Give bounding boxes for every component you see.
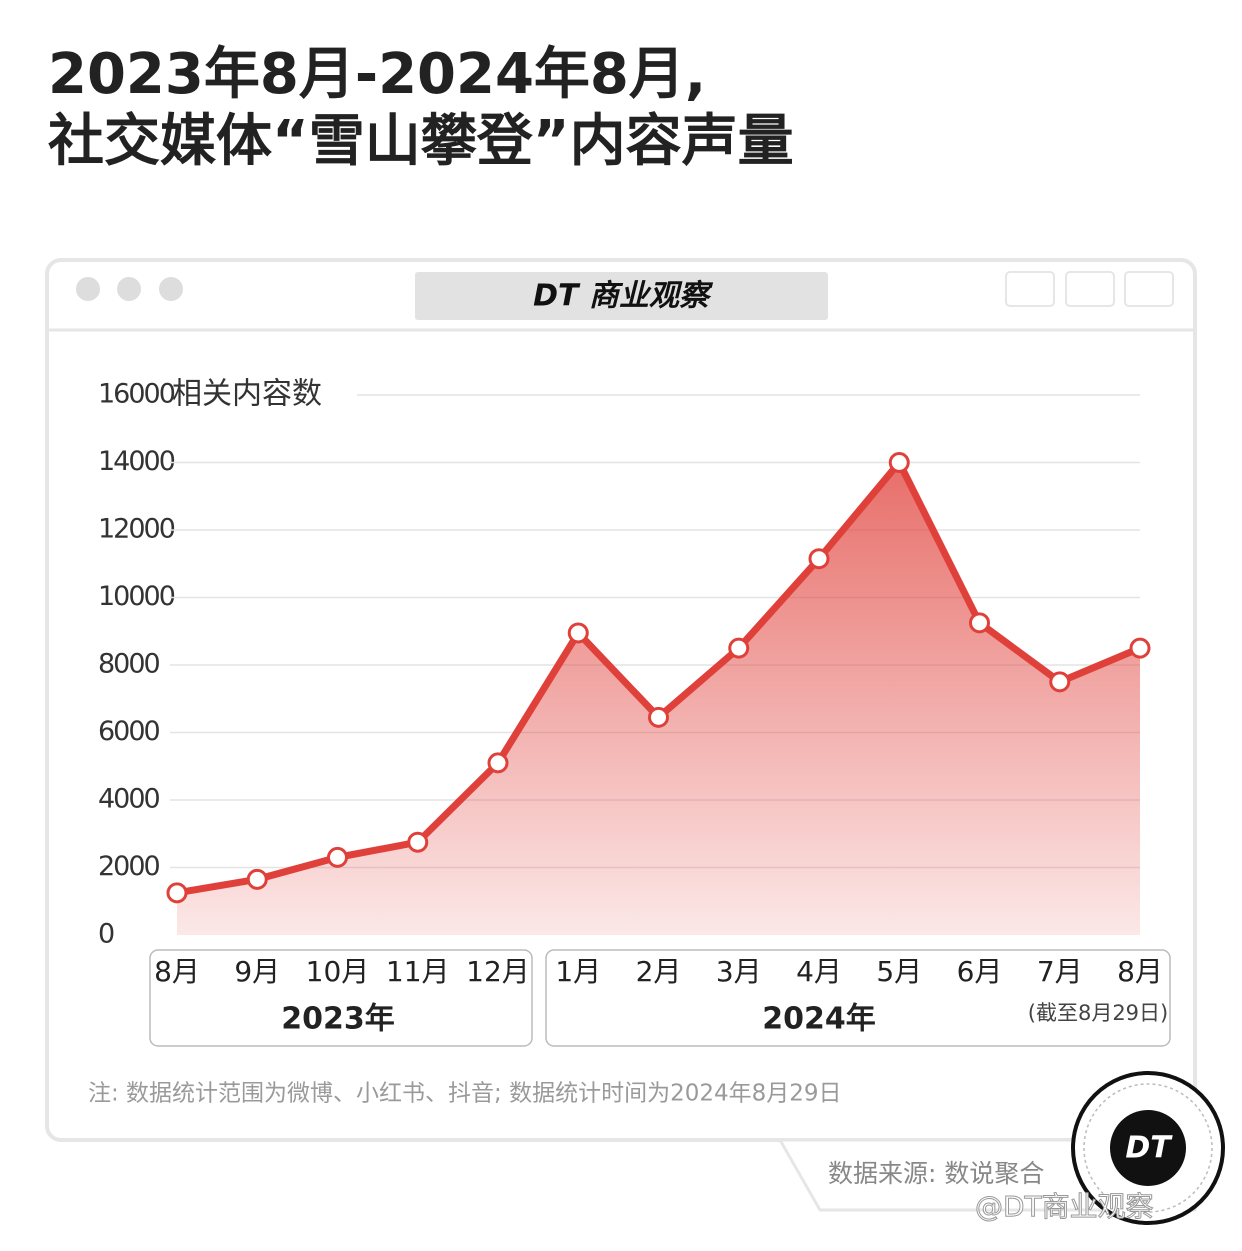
logo-ring <box>1083 1083 1213 1213</box>
marker <box>648 706 669 728</box>
title-line: 社交媒体“雪山攀登”内容声量 <box>48 109 794 174</box>
marker <box>487 752 509 774</box>
window-icon <box>1065 271 1115 307</box>
window-button <box>76 277 100 301</box>
x-tick-label: 5月 <box>876 955 922 988</box>
x-tick-label: 11月 <box>386 955 450 988</box>
area-fill <box>177 462 1140 935</box>
y-tick-label: 8000 <box>98 649 160 680</box>
x-tick-label: 10月 <box>306 955 370 988</box>
group-box <box>149 949 533 1047</box>
group-label: 2023年 <box>281 1002 395 1037</box>
marker <box>969 612 990 634</box>
window-icon <box>1124 271 1174 307</box>
marker <box>567 622 589 644</box>
x-tick-label: 2月 <box>636 955 682 988</box>
y-tick-label: 14000 <box>98 446 175 477</box>
window-icon <box>1005 271 1055 307</box>
group-box <box>545 949 1171 1047</box>
y-tick-label: 16000 <box>98 379 175 410</box>
window-button <box>159 277 183 301</box>
group-label: 2024年 <box>762 1002 876 1037</box>
y-tick-label: 12000 <box>98 514 175 545</box>
note: 注: 数据统计范围为微博、小红书、抖音; 数据统计时间为2024年8月29日 <box>88 1081 842 1107</box>
annotation: (截至8月29日) <box>1028 1001 1168 1025</box>
marker <box>166 882 188 904</box>
x-tick-label: 4月 <box>796 955 842 988</box>
marker <box>808 548 830 570</box>
y-tick-label: 10000 <box>98 581 175 612</box>
x-tick-label: 1月 <box>555 955 601 988</box>
marker <box>407 831 429 853</box>
title-line: 2023年8月-2024年8月, <box>48 42 706 107</box>
marker <box>1049 671 1071 693</box>
marker <box>327 846 348 868</box>
plot: 0 2000 4000 6000 8000 10000 12000 14000 16000相关内… <box>98 377 1163 989</box>
x-tick-label: 8月 <box>154 955 200 988</box>
watermark: @DT商业观察 <box>975 1190 1154 1223</box>
x-tick-label: 7月 <box>1037 955 1083 988</box>
x-tick-label: 6月 <box>957 955 1003 988</box>
y-tick-label: 6000 <box>98 716 160 747</box>
y-axis-label: 相关内容数 <box>172 377 322 412</box>
marker <box>1129 637 1151 659</box>
marker <box>246 868 268 890</box>
logo-text: DT <box>1125 1131 1173 1166</box>
marker <box>888 452 910 473</box>
source: 数据来源: 数说聚合 <box>828 1159 1044 1188</box>
window-title: DT 商业观察 <box>533 279 714 314</box>
y-tick-label: 2000 <box>98 851 160 882</box>
logo-disc <box>1110 1110 1186 1186</box>
x-tick-label: 9月 <box>234 955 280 988</box>
window-button <box>117 277 141 301</box>
y-tick-label: 4000 <box>98 784 160 815</box>
x-tick-label: 8月 <box>1117 955 1163 988</box>
y-tick-label: 0 <box>98 919 114 950</box>
marker <box>728 637 750 659</box>
x-tick-label: 12月 <box>466 955 530 988</box>
window-title-box <box>415 272 828 320</box>
x-tick-label: 3月 <box>716 955 762 988</box>
